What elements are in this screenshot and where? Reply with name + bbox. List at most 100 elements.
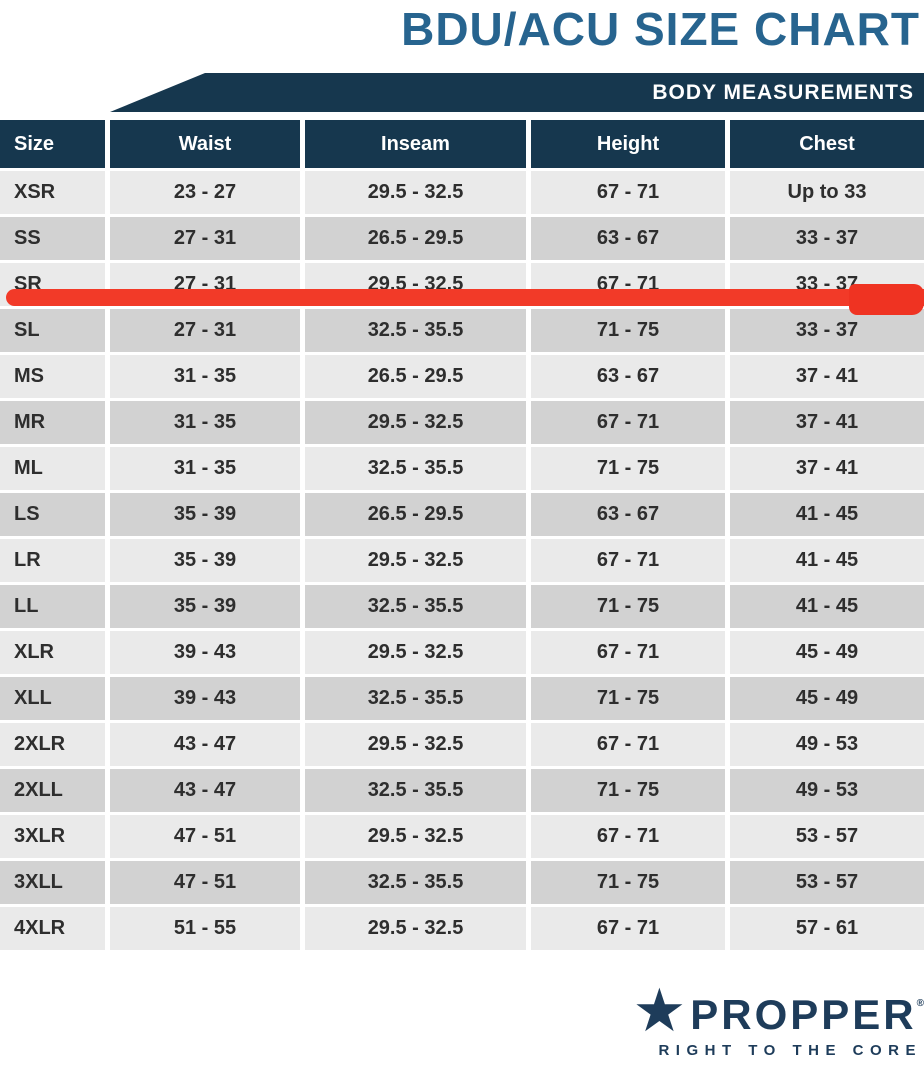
column-header-waist: Waist	[110, 120, 300, 168]
highlight-marker-line	[6, 289, 924, 306]
star-icon: ★	[632, 976, 687, 1046]
inseam-cell: 29.5 - 32.5	[305, 815, 526, 858]
table-row: MR 31 - 35 29.5 - 32.5 67 - 71 37 - 41	[0, 401, 924, 444]
height-cell: 63 - 67	[531, 493, 725, 536]
table-row: 2XLL 43 - 47 32.5 - 35.5 71 - 75 49 - 53	[0, 769, 924, 812]
height-cell: 71 - 75	[531, 861, 725, 904]
table-row: LS 35 - 39 26.5 - 29.5 63 - 67 41 - 45	[0, 493, 924, 536]
height-cell: 67 - 71	[531, 539, 725, 582]
chest-cell: 57 - 61	[730, 907, 924, 950]
inseam-cell: 32.5 - 35.5	[305, 677, 526, 720]
table-row: LL 35 - 39 32.5 - 35.5 71 - 75 41 - 45	[0, 585, 924, 628]
size-cell: 4XLR	[0, 907, 105, 950]
table-body: XSR 23 - 27 29.5 - 32.5 67 - 71 Up to 33…	[0, 171, 924, 950]
waist-cell: 35 - 39	[110, 585, 300, 628]
size-cell: LS	[0, 493, 105, 536]
column-header-chest: Chest	[730, 120, 924, 168]
waist-cell: 27 - 31	[110, 217, 300, 260]
chest-cell: 53 - 57	[730, 861, 924, 904]
inseam-cell: 29.5 - 32.5	[305, 907, 526, 950]
waist-cell: 35 - 39	[110, 493, 300, 536]
chest-cell: Up to 33	[730, 171, 924, 214]
size-cell: LR	[0, 539, 105, 582]
table-row: XLR 39 - 43 29.5 - 32.5 67 - 71 45 - 49	[0, 631, 924, 674]
size-cell: 3XLL	[0, 861, 105, 904]
height-cell: 71 - 75	[531, 585, 725, 628]
table-row: MS 31 - 35 26.5 - 29.5 63 - 67 37 - 41	[0, 355, 924, 398]
table-row: XSR 23 - 27 29.5 - 32.5 67 - 71 Up to 33	[0, 171, 924, 214]
size-cell: 2XLL	[0, 769, 105, 812]
chest-cell: 53 - 57	[730, 815, 924, 858]
chest-cell: 37 - 41	[730, 447, 924, 490]
page-title: BDU/ACU SIZE CHART	[401, 3, 920, 55]
size-cell: SL	[0, 309, 105, 352]
height-cell: 67 - 71	[531, 171, 725, 214]
inseam-cell: 26.5 - 29.5	[305, 355, 526, 398]
height-cell: 67 - 71	[531, 401, 725, 444]
inseam-cell: 32.5 - 35.5	[305, 861, 526, 904]
table-row: SL 27 - 31 32.5 - 35.5 71 - 75 33 - 37	[0, 309, 924, 352]
chest-cell: 49 - 53	[730, 723, 924, 766]
table-row: 2XLR 43 - 47 29.5 - 32.5 67 - 71 49 - 53	[0, 723, 924, 766]
height-cell: 71 - 75	[531, 769, 725, 812]
size-cell: 2XLR	[0, 723, 105, 766]
size-cell: ML	[0, 447, 105, 490]
waist-cell: 47 - 51	[110, 815, 300, 858]
chest-cell: 37 - 41	[730, 401, 924, 444]
height-cell: 71 - 75	[531, 309, 725, 352]
brand-tagline: RIGHT TO THE CORE	[658, 1042, 922, 1059]
inseam-cell: 32.5 - 35.5	[305, 447, 526, 490]
size-cell: MR	[0, 401, 105, 444]
chest-cell: 41 - 45	[730, 493, 924, 536]
chest-cell: 45 - 49	[730, 677, 924, 720]
inseam-cell: 26.5 - 29.5	[305, 493, 526, 536]
height-cell: 71 - 75	[531, 677, 725, 720]
inseam-cell: 26.5 - 29.5	[305, 217, 526, 260]
brand-name: PROPPER	[690, 991, 917, 1038]
chest-cell: 33 - 37	[730, 309, 924, 352]
highlight-marker-end	[849, 284, 924, 315]
waist-cell: 47 - 51	[110, 861, 300, 904]
inseam-cell: 29.5 - 32.5	[305, 539, 526, 582]
waist-cell: 23 - 27	[110, 171, 300, 214]
chest-cell: 41 - 45	[730, 585, 924, 628]
waist-cell: 31 - 35	[110, 447, 300, 490]
waist-cell: 39 - 43	[110, 631, 300, 674]
body-measurements-label: BODY MEASUREMENTS	[652, 80, 914, 104]
column-header-height: Height	[531, 120, 725, 168]
chest-cell: 41 - 45	[730, 539, 924, 582]
inseam-cell: 32.5 - 35.5	[305, 585, 526, 628]
size-table: Size Waist Inseam Height Chest XSR 23 - …	[0, 120, 924, 953]
waist-cell: 43 - 47	[110, 723, 300, 766]
column-header-inseam: Inseam	[305, 120, 526, 168]
waist-cell: 27 - 31	[110, 309, 300, 352]
inseam-cell: 32.5 - 35.5	[305, 769, 526, 812]
table-row: SS 27 - 31 26.5 - 29.5 63 - 67 33 - 37	[0, 217, 924, 260]
chest-cell: 49 - 53	[730, 769, 924, 812]
inseam-cell: 29.5 - 32.5	[305, 631, 526, 674]
propper-logo: ★ PROPPER ® RIGHT TO THE CORE	[632, 981, 924, 1059]
table-row: 3XLR 47 - 51 29.5 - 32.5 67 - 71 53 - 57	[0, 815, 924, 858]
column-header-size: Size	[0, 120, 105, 168]
height-cell: 67 - 71	[531, 815, 725, 858]
size-cell: 3XLR	[0, 815, 105, 858]
height-cell: 67 - 71	[531, 631, 725, 674]
table-row: 3XLL 47 - 51 32.5 - 35.5 71 - 75 53 - 57	[0, 861, 924, 904]
registered-mark: ®	[916, 998, 924, 1009]
waist-cell: 39 - 43	[110, 677, 300, 720]
table-row: XLL 39 - 43 32.5 - 35.5 71 - 75 45 - 49	[0, 677, 924, 720]
inseam-cell: 32.5 - 35.5	[305, 309, 526, 352]
height-cell: 67 - 71	[531, 907, 725, 950]
table-row: ML 31 - 35 32.5 - 35.5 71 - 75 37 - 41	[0, 447, 924, 490]
table-row: LR 35 - 39 29.5 - 32.5 67 - 71 41 - 45	[0, 539, 924, 582]
waist-cell: 43 - 47	[110, 769, 300, 812]
waist-cell: 31 - 35	[110, 401, 300, 444]
height-cell: 71 - 75	[531, 447, 725, 490]
chest-cell: 45 - 49	[730, 631, 924, 674]
chest-cell: 33 - 37	[730, 217, 924, 260]
size-cell: XLR	[0, 631, 105, 674]
table-header-row: Size Waist Inseam Height Chest	[0, 120, 924, 168]
height-cell: 67 - 71	[531, 723, 725, 766]
size-cell: LL	[0, 585, 105, 628]
waist-cell: 51 - 55	[110, 907, 300, 950]
